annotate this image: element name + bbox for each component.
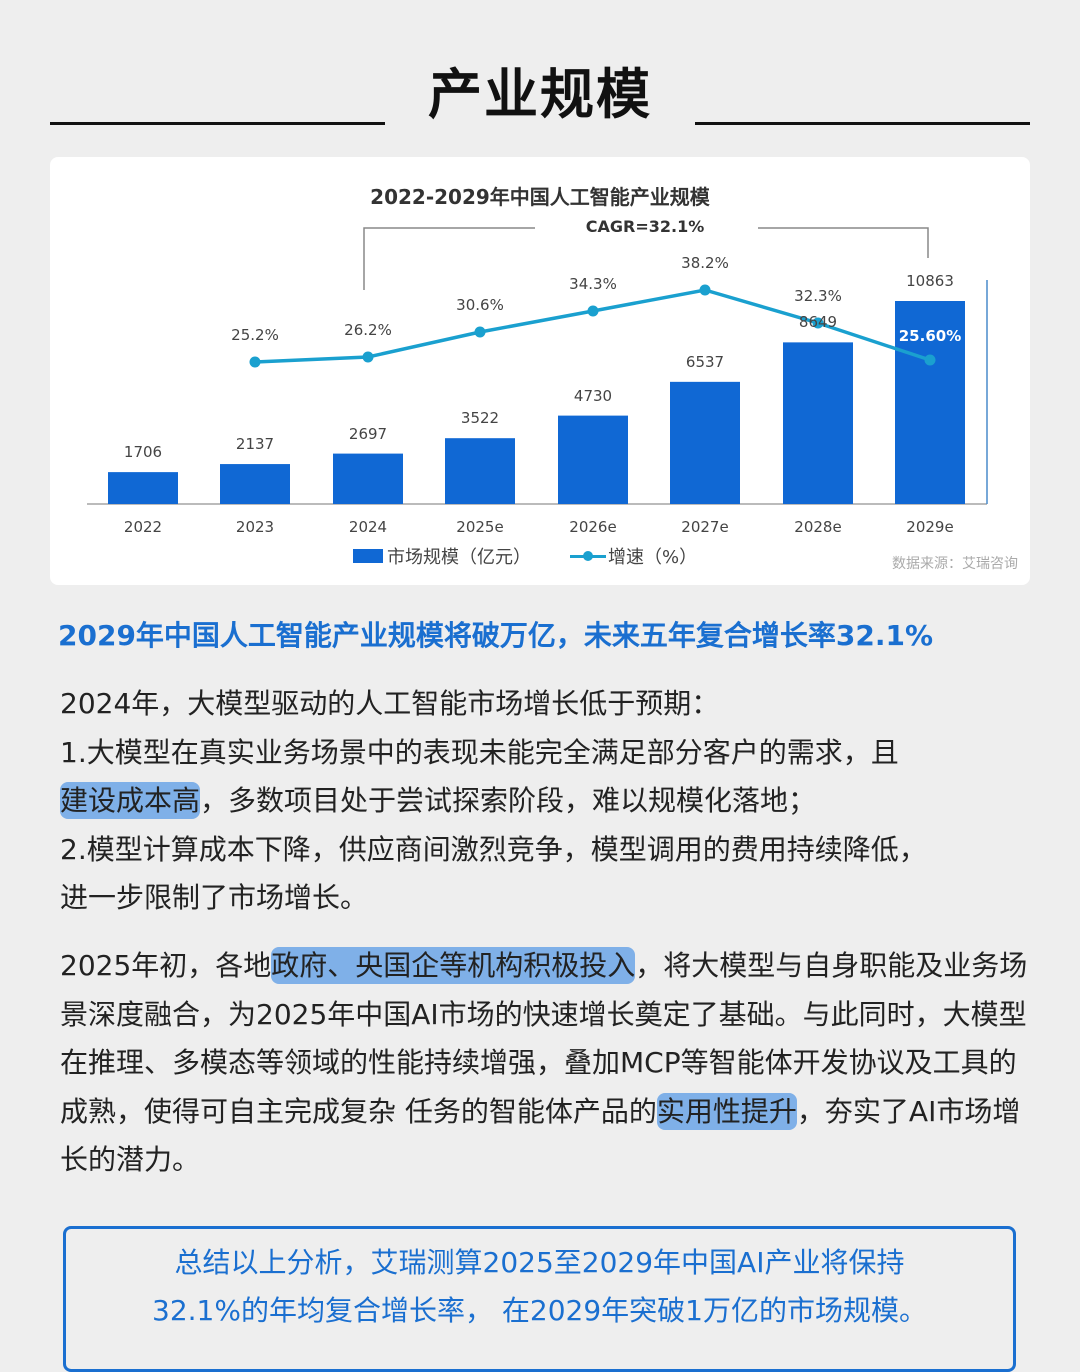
growth-value-label: 34.3% <box>569 275 617 293</box>
bar-value-label: 1706 <box>123 443 163 462</box>
legend-item-market-size: 市场规模（亿元） <box>353 543 531 569</box>
x-tick-label: 2023 <box>235 518 275 536</box>
line-point <box>249 356 261 368</box>
chart-title: 2022-2029年中国人工智能产业规模 <box>370 185 710 209</box>
x-tick-label: 2022 <box>123 518 163 536</box>
bar-2022 <box>108 472 178 504</box>
bar-value-label: 3522 <box>460 409 500 428</box>
bar-series <box>108 301 965 504</box>
summary-box: 总结以上分析，艾瑞测算2025至2029年中国AI产业将保持 32.1%的年均复… <box>63 1226 1016 1372</box>
bar-2026e <box>558 415 628 504</box>
bar-value-label: 10863 <box>906 272 954 290</box>
highlight: 政府、央国企等机构积极投入 <box>271 947 636 984</box>
bar-2027e <box>670 381 740 504</box>
bar-value-label: 6537 <box>685 352 725 371</box>
section-header: 产业规模 <box>0 40 1080 130</box>
highlight: 实用性提升 <box>656 1092 797 1130</box>
growth-value-label: 32.3% <box>794 287 842 305</box>
paragraph-2025: 2025年初，各地政府、央国企等机构积极投入，将大模型与自身职能及业务场景深度融… <box>60 947 1028 1176</box>
legend-item-growth: 增速（%） <box>570 543 697 569</box>
bar-value-label: 8649 <box>798 313 838 332</box>
growth-value-label: 26.2% <box>344 321 392 339</box>
summary-line: 总结以上分析，艾瑞测算2025至2029年中国AI产业将保持 <box>174 1246 905 1279</box>
line-point <box>812 317 824 329</box>
x-tick-label: 2027e <box>681 518 729 536</box>
line-legend-swatch <box>570 549 606 563</box>
x-tick-label: 2028e <box>794 518 842 536</box>
para-line: 2.模型计算成本下降，供应商间激烈竞争，模型调用的费用持续降低， <box>60 832 927 866</box>
growth-value-label: 30.6% <box>456 296 504 314</box>
highlight: 建设成本高 <box>60 782 201 819</box>
legend-label: 增速（%） <box>608 547 698 568</box>
bar-legend-swatch <box>353 549 383 563</box>
cagr-bracket-left <box>363 227 535 290</box>
line-point <box>587 305 599 317</box>
growth-value-label: 25.2% <box>231 326 279 344</box>
x-tick-label: 2026e <box>569 518 617 536</box>
header-rule-left <box>50 122 385 125</box>
legend-label: 市场规模（亿元） <box>387 547 531 568</box>
bar-value-label: 2697 <box>348 424 388 443</box>
bar-value-label: 2137 <box>235 435 275 454</box>
bar-value-label: 4730 <box>573 386 613 405</box>
bar-2025e <box>445 438 515 504</box>
growth-line-series <box>249 284 936 368</box>
growth-value-label: 38.2% <box>681 254 729 272</box>
bar-2029e <box>895 301 965 504</box>
x-tick-label: 2025e <box>456 518 504 536</box>
chart-canvas <box>87 227 988 505</box>
para-line: 建设成本高，多数项目处于尝试探索阶段，难以规模化落地； <box>60 782 817 819</box>
line-point <box>362 351 374 363</box>
chart-card: 2022-2029年中国人工智能产业规模 CAGR=32.1% 1706 2022… <box>50 157 1030 585</box>
line-point <box>924 354 936 366</box>
header-rule-right <box>695 122 1030 125</box>
bar-2028e <box>783 342 853 504</box>
section-title: 产业规模 <box>428 63 652 126</box>
bar-2024 <box>333 453 403 504</box>
line-point <box>474 326 486 338</box>
data-source: 数据来源：艾瑞咨询 <box>892 556 1018 572</box>
x-tick-label: 2029e <box>906 518 954 536</box>
x-tick-label: 2024 <box>348 518 388 536</box>
cagr-bracket-right <box>758 227 929 258</box>
para-line: 1.大模型在真实业务场景中的表现未能完全满足部分客户的需求，且 <box>60 735 899 769</box>
para-line: 2024年，大模型驱动的人工智能市场增长低于预期： <box>60 687 720 720</box>
bar-2023 <box>220 464 290 504</box>
cagr-annotation: CAGR=32.1% <box>585 217 705 236</box>
line-point <box>699 284 711 296</box>
growth-value-label: 25.60% <box>898 327 962 345</box>
para-line: 进一步限制了市场增长。 <box>60 881 369 914</box>
summary-line: 32.1%的年均复合增长率， 在2029年突破1万亿的市场规模。 <box>152 1294 927 1327</box>
headline: 2029年中国人工智能产业规模将破万亿，未来五年复合增长率32.1% <box>58 619 934 652</box>
paragraph-2024: 2024年，大模型驱动的人工智能市场增长低于预期： 1.大模型在真实业务场景中的… <box>60 680 1030 923</box>
